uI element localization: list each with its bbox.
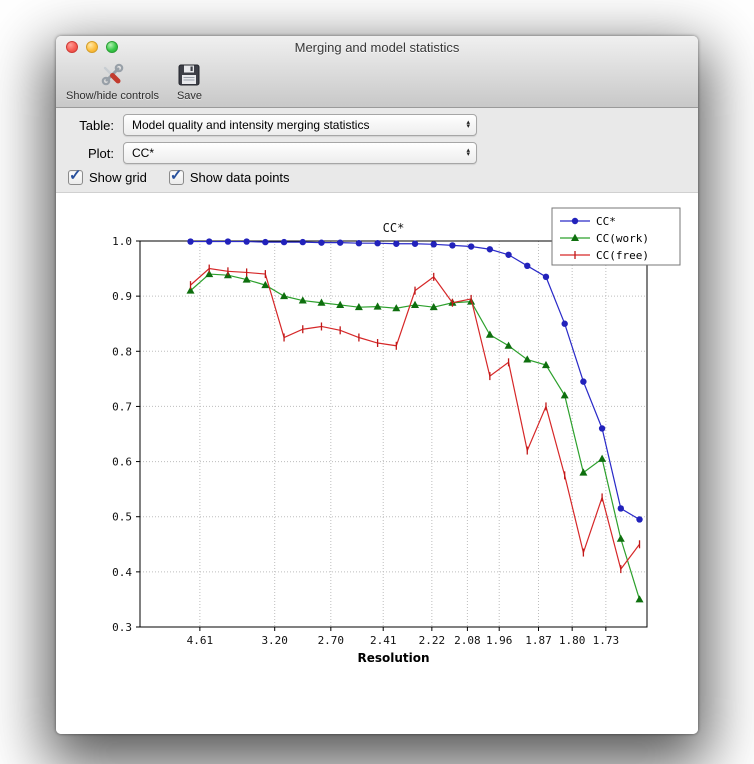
window-header: Merging and model statistics Show/hide c…	[56, 36, 698, 108]
svg-text:0.5: 0.5	[112, 511, 132, 524]
svg-text:4.61: 4.61	[187, 634, 214, 647]
app-window: Merging and model statistics Show/hide c…	[56, 36, 698, 734]
window-title: Merging and model statistics	[294, 40, 460, 55]
svg-text:2.22: 2.22	[419, 634, 446, 647]
chart-title: CC*	[383, 221, 405, 235]
arrow-down-icon: ▾	[466, 123, 470, 130]
popup-arrows-icon: ▴ ▾	[466, 146, 470, 158]
checkbox-box: ✓	[68, 167, 83, 185]
svg-text:1.96: 1.96	[486, 634, 513, 647]
toolbar: Show/hide controls Save	[56, 58, 698, 107]
svg-text:2.70: 2.70	[318, 634, 345, 647]
svg-text:3.20: 3.20	[261, 634, 288, 647]
zoom-button[interactable]	[106, 41, 118, 53]
plot-frame	[139, 240, 648, 628]
traffic-lights	[66, 41, 118, 53]
table-popup-value: Model quality and intensity merging stat…	[132, 118, 370, 132]
save-icon	[177, 61, 201, 89]
svg-text:0.3: 0.3	[112, 621, 132, 634]
svg-text:CC*: CC*	[596, 215, 616, 228]
checkmark-icon: ✓	[69, 167, 82, 184]
svg-text:0.4: 0.4	[112, 566, 132, 579]
checkmark-icon: ✓	[169, 167, 183, 184]
svg-text:1.73: 1.73	[593, 634, 620, 647]
show-grid-label: Show grid	[89, 170, 147, 185]
arrow-up-icon: ▴	[466, 146, 470, 154]
chart-svg: 0.3 0.4 0.5 0.6 0.7 0.8 0.9 1.0 4.61 3.20 2.70 2.41…	[112, 207, 681, 665]
show-data-points-checkbox[interactable]: ✓ Show data points	[168, 167, 290, 185]
svg-text:CC(free): CC(free)	[596, 249, 649, 262]
table-popup[interactable]: Model quality and intensity merging stat…	[123, 114, 477, 136]
save-label: Save	[176, 90, 203, 102]
plot-label: Plot:	[87, 145, 114, 161]
save-button[interactable]: Save	[177, 61, 202, 102]
arrow-down-icon: ▾	[466, 151, 470, 158]
svg-text:2.41: 2.41	[370, 634, 397, 647]
show-data-points-label: Show data points	[189, 170, 290, 185]
svg-text:0.9: 0.9	[112, 290, 132, 303]
svg-text:0.8: 0.8	[112, 345, 132, 358]
close-button[interactable]	[66, 41, 78, 53]
titlebar[interactable]: Merging and model statistics	[56, 36, 698, 58]
controls-panel: Table: Model quality and intensity mergi…	[56, 108, 698, 193]
svg-text:CC(work): CC(work)	[596, 232, 649, 245]
svg-text:2.08: 2.08	[454, 634, 481, 647]
plot-popup[interactable]: CC* ▴ ▾	[123, 142, 477, 164]
show-hide-controls-label: Show/hide controls	[66, 90, 159, 102]
checkbox-row: ✓ Show grid ✓ Show data points	[68, 167, 698, 185]
svg-text:0.7: 0.7	[112, 400, 132, 413]
table-label: Table:	[79, 117, 114, 133]
minimize-button[interactable]	[86, 41, 98, 53]
svg-text:1.0: 1.0	[112, 235, 132, 248]
show-grid-checkbox[interactable]: ✓ Show grid	[68, 167, 147, 185]
plot-row: Plot: CC* ▴ ▾	[68, 142, 698, 164]
tools-icon	[99, 61, 125, 89]
arrow-up-icon: ▴	[466, 118, 470, 126]
show-hide-controls-button[interactable]: Show/hide controls	[66, 61, 159, 102]
x-axis-label: Resolution	[357, 651, 429, 665]
plot-popup-value: CC*	[132, 146, 155, 160]
svg-text:1.87: 1.87	[525, 634, 552, 647]
checkbox-box: ✓	[168, 167, 184, 185]
table-row: Table: Model quality and intensity mergi…	[68, 114, 698, 136]
chart-area: 0.3 0.4 0.5 0.6 0.7 0.8 0.9 1.0 4.61 3.20 2.70 2.41…	[56, 193, 698, 734]
svg-text:1.80: 1.80	[559, 634, 586, 647]
svg-text:0.6: 0.6	[112, 456, 132, 469]
popup-arrows-icon: ▴ ▾	[466, 118, 470, 130]
